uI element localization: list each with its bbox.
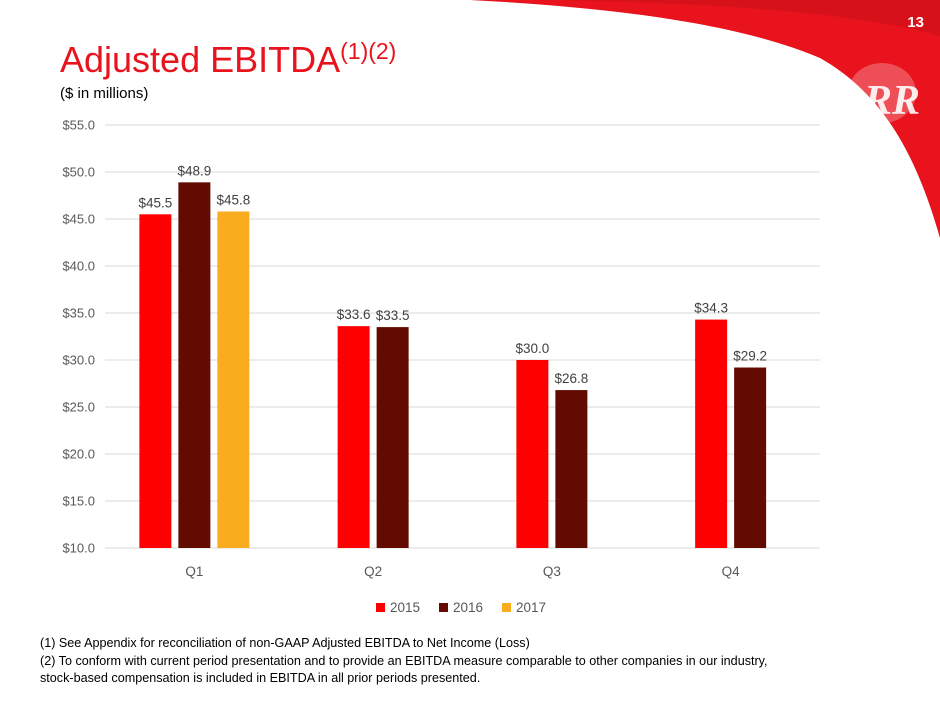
page-title: Adjusted EBITDA(1)(2): [60, 38, 396, 81]
data-label: $33.6: [337, 307, 371, 322]
data-label: $30.0: [515, 341, 549, 356]
legend-swatch-2017: [502, 603, 511, 612]
x-tick-label: Q3: [543, 564, 561, 579]
bar-2015-q4: [695, 319, 728, 548]
bar-2015-q3: [516, 360, 549, 548]
footnote-2: (2) To conform with current period prese…: [40, 653, 768, 668]
y-tick-label: $45.0: [62, 212, 95, 227]
legend-swatch-2016: [439, 603, 448, 612]
title-text: Adjusted EBITDA: [60, 39, 341, 80]
bar-2016-q1: [178, 182, 211, 548]
data-label: $34.3: [694, 301, 728, 316]
y-tick-label: $10.0: [62, 541, 95, 556]
footnotes: (1) See Appendix for reconciliation of n…: [40, 635, 920, 688]
rr-logo-icon: RR: [848, 63, 920, 124]
data-label: $45.5: [138, 195, 172, 210]
footnote-3: stock-based compensation is included in …: [40, 671, 481, 685]
x-tick-label: Q2: [364, 564, 382, 579]
y-tick-label: $55.0: [62, 118, 95, 133]
legend-label: 2016: [453, 600, 483, 615]
bar-2016-q4: [734, 367, 767, 548]
data-label: $29.2: [733, 349, 767, 364]
bar-2016-q2: [376, 327, 409, 548]
y-tick-label: $15.0: [62, 494, 95, 509]
x-tick-label: Q1: [185, 564, 203, 579]
data-label: $33.5: [376, 308, 410, 323]
legend-label: 2017: [516, 600, 546, 615]
data-label: $48.9: [177, 163, 211, 178]
page-number: 13: [907, 14, 924, 31]
bar-2015-q1: [139, 214, 172, 549]
data-label: $26.8: [554, 371, 588, 386]
footnote-1: (1) See Appendix for reconciliation of n…: [40, 636, 530, 650]
legend-label: 2015: [390, 600, 420, 615]
chart-subtitle: ($ in millions): [60, 85, 149, 102]
bar-2015-q2: [337, 326, 370, 548]
rr-logo-text: RR: [863, 78, 920, 124]
y-tick-label: $35.0: [62, 306, 95, 321]
legend-swatch-2015: [376, 603, 385, 612]
bar-2016-q3: [555, 390, 588, 548]
data-label: $45.8: [216, 192, 250, 207]
title-superscript: (1)(2): [340, 38, 397, 64]
bar-2017-q1: [217, 211, 250, 549]
y-tick-label: $50.0: [62, 165, 95, 180]
y-tick-label: $25.0: [62, 400, 95, 415]
y-tick-label: $30.0: [62, 353, 95, 368]
x-tick-label: Q4: [722, 564, 741, 579]
y-tick-label: $20.0: [62, 447, 95, 462]
y-tick-label: $40.0: [62, 259, 95, 274]
